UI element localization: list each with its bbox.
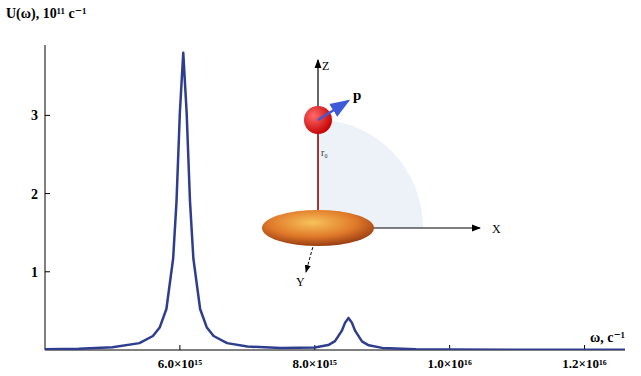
x-axis-title: ω, c⁻¹ xyxy=(590,330,625,345)
dipole-arrow xyxy=(318,101,348,120)
y-tick xyxy=(45,193,50,194)
x-label: X xyxy=(492,222,501,236)
x-tick-label: 1.2×10¹⁶ xyxy=(562,356,607,371)
x-tick-label: 6.0×10¹⁵ xyxy=(158,356,203,371)
y-axis-title: U(ω), 10¹¹ c⁻¹ xyxy=(6,6,86,22)
x-tick xyxy=(179,345,180,350)
x-tick-label: 1.0×10¹⁶ xyxy=(427,356,472,371)
y-tick xyxy=(45,271,50,272)
y-axis xyxy=(45,45,46,350)
p-label: p xyxy=(353,87,361,103)
r0-label: r₀ xyxy=(321,147,328,158)
z-arrow xyxy=(317,60,318,210)
z-label: Z xyxy=(322,59,329,73)
chart: 6.0×10¹⁵ 8.0×10¹⁵ 1.0×10¹⁶ 1.2×10¹⁶ 1 2 3 U(ω),… xyxy=(0,0,641,376)
plot-area xyxy=(45,53,625,350)
y-tick-label: 3 xyxy=(31,108,38,123)
inset-diagram: Z X Yp r₀ xyxy=(262,59,501,289)
x-tick-label: 8.0×10¹⁵ xyxy=(293,356,338,371)
ellipsoid xyxy=(262,210,374,246)
y-label: Y xyxy=(296,275,305,289)
spectrum-line xyxy=(45,53,625,350)
y-tick-label: 1 xyxy=(31,265,38,280)
r0-segment xyxy=(317,122,319,210)
y-tick-label: 2 xyxy=(31,187,38,202)
y-tick xyxy=(45,115,50,116)
